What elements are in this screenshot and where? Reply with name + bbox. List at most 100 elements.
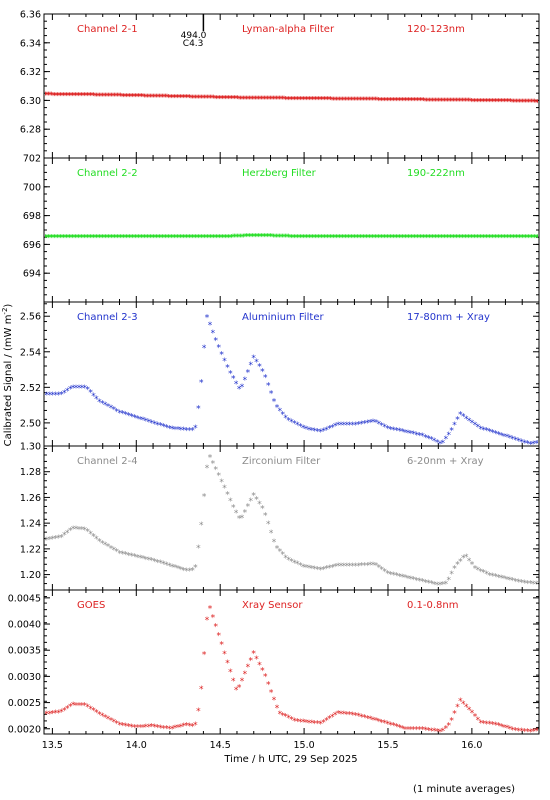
- data-point: *: [67, 91, 72, 101]
- data-point: *: [353, 711, 358, 721]
- data-point: *: [301, 95, 306, 105]
- data-point: *: [211, 234, 216, 244]
- data-point: *: [211, 329, 216, 339]
- data-point: *: [149, 557, 154, 567]
- data-point: *: [382, 568, 387, 578]
- data-point: *: [289, 418, 294, 428]
- data-point: *: [202, 234, 207, 244]
- data-point: *: [526, 98, 531, 108]
- data-point: *: [269, 390, 274, 400]
- data-point: *: [468, 97, 473, 107]
- data-point: *: [79, 234, 84, 244]
- data-point: *: [91, 707, 96, 717]
- data-point: *: [216, 94, 221, 104]
- data-point: *: [123, 722, 128, 732]
- data-point: *: [406, 725, 411, 735]
- data-point: *: [339, 421, 344, 431]
- data-point: *: [318, 428, 323, 438]
- data-point: *: [265, 95, 270, 105]
- data-point: *: [342, 421, 347, 431]
- data-point: *: [170, 425, 175, 435]
- panel-filter-label: Aluminium Filter: [242, 312, 325, 323]
- data-point: *: [300, 95, 305, 105]
- data-point: *: [371, 716, 376, 726]
- data-point: *: [426, 726, 431, 736]
- data-point: *: [88, 705, 93, 715]
- data-point: *: [162, 234, 167, 244]
- data-point: *: [217, 94, 222, 104]
- data-point: *: [315, 720, 320, 730]
- data-point: *: [135, 414, 140, 424]
- data-point: *: [199, 94, 204, 104]
- data-point: *: [223, 94, 228, 104]
- data-point: *: [426, 579, 431, 589]
- data-point: *: [229, 233, 234, 243]
- data-point: *: [385, 425, 390, 435]
- data-point: *: [74, 701, 79, 711]
- data-point: *: [177, 234, 182, 244]
- data-point: *: [247, 233, 252, 243]
- data-point: *: [126, 551, 131, 561]
- data-point: *: [408, 97, 413, 107]
- data-point: *: [333, 96, 338, 106]
- data-point: *: [388, 721, 393, 731]
- data-point: *: [272, 538, 277, 548]
- data-point: *: [313, 719, 318, 729]
- data-point: *: [328, 96, 333, 106]
- data-point: *: [69, 91, 74, 101]
- data-point: *: [260, 667, 265, 677]
- data-point: *: [379, 96, 384, 106]
- data-point: *: [172, 234, 177, 244]
- data-point: *: [182, 722, 187, 732]
- data-point: *: [243, 670, 248, 680]
- data-point: *: [211, 459, 216, 469]
- data-series: ****************************************…: [45, 91, 538, 108]
- data-point: *: [409, 430, 414, 440]
- data-point: *: [260, 505, 265, 515]
- data-point: *: [309, 234, 314, 244]
- data-point: *: [142, 93, 147, 103]
- y-tick-label: 694: [23, 269, 41, 280]
- data-point: *: [458, 411, 463, 421]
- data-point: *: [358, 96, 363, 106]
- data-point: *: [499, 234, 504, 244]
- data-point: *: [315, 565, 320, 575]
- data-point: *: [463, 97, 468, 107]
- data-point: *: [205, 464, 210, 474]
- data-point: *: [198, 94, 203, 104]
- data-point: *: [453, 234, 458, 244]
- data-point: *: [444, 580, 449, 590]
- data-point: *: [336, 421, 341, 431]
- data-point: *: [179, 426, 184, 436]
- data-point: *: [498, 98, 503, 108]
- data-point: *: [505, 724, 510, 734]
- data-point: *: [330, 563, 335, 573]
- data-point: *: [174, 234, 179, 244]
- data-point: *: [220, 94, 225, 104]
- data-point: *: [376, 96, 381, 106]
- data-point: *: [411, 97, 416, 107]
- data-point: *: [205, 314, 210, 324]
- data-point: *: [312, 96, 317, 106]
- data-point: *: [340, 96, 345, 106]
- data-point: *: [403, 234, 408, 244]
- data-point: *: [322, 234, 327, 244]
- y-axis-label-main: Calibrated Signal / (mW m: [3, 315, 14, 447]
- y-tick-label: 6.36: [20, 10, 41, 21]
- data-point: *: [99, 92, 104, 102]
- panel-channel-label: Channel 2-1: [77, 24, 138, 35]
- data-point: *: [467, 417, 472, 427]
- data-point: *: [363, 234, 368, 244]
- data-point: *: [207, 94, 212, 104]
- data-point: *: [258, 232, 263, 242]
- data-point: *: [109, 404, 114, 414]
- data-point: *: [232, 95, 237, 105]
- data-point: *: [195, 234, 200, 244]
- data-point: *: [505, 98, 510, 108]
- data-point: *: [384, 96, 389, 106]
- data-point: *: [56, 709, 61, 719]
- data-point: *: [467, 557, 472, 567]
- data-point: *: [246, 663, 251, 673]
- data-point: *: [165, 93, 170, 103]
- data-point: *: [484, 720, 489, 730]
